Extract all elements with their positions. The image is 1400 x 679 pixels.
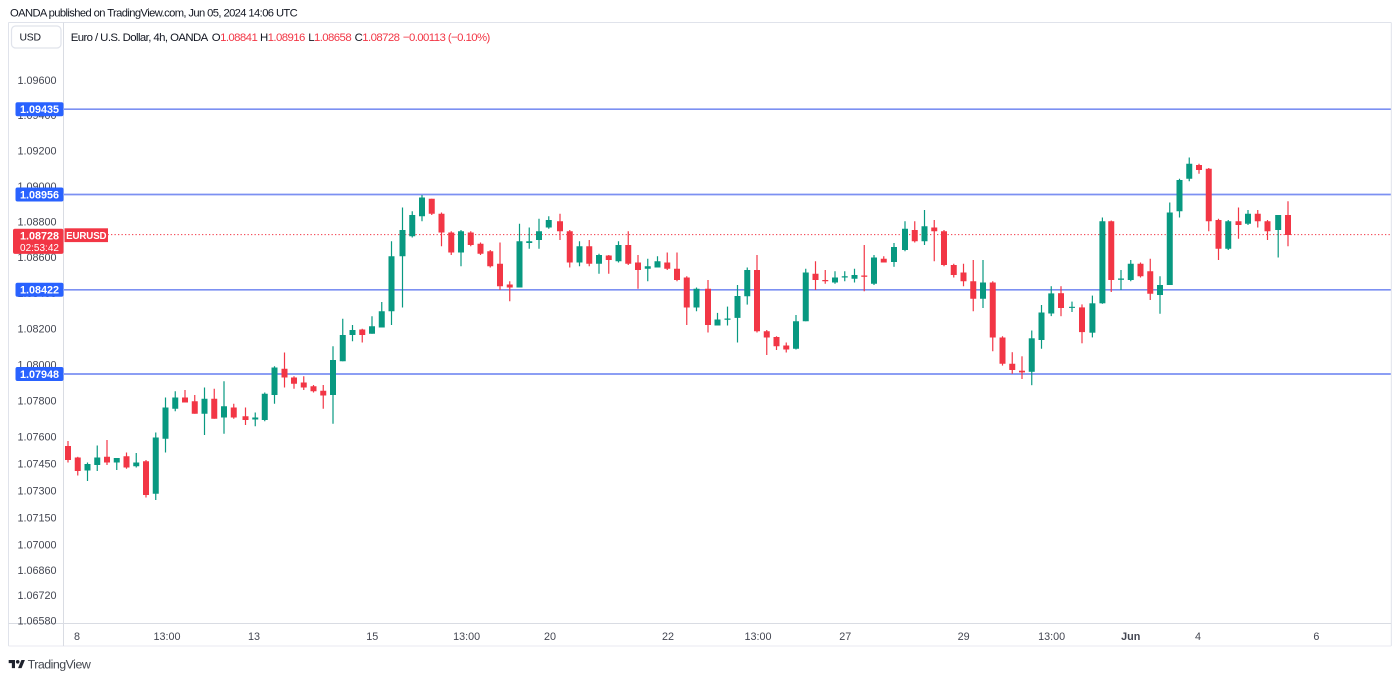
svg-text:27: 27 (839, 631, 851, 643)
svg-text:1.07948: 1.07948 (20, 369, 59, 381)
svg-text:8: 8 (74, 631, 80, 643)
svg-text:O1.08841: O1.08841 (212, 32, 258, 44)
svg-text:L1.08658: L1.08658 (308, 32, 351, 44)
svg-text:1.09600: 1.09600 (17, 75, 56, 87)
svg-text:1.06860: 1.06860 (17, 565, 56, 577)
svg-text:−0.00113 (−0.10%): −0.00113 (−0.10%) (403, 32, 491, 44)
svg-text:1.08422: 1.08422 (20, 285, 59, 297)
svg-text:1.06720: 1.06720 (17, 590, 56, 602)
svg-text:1.07800: 1.07800 (17, 395, 56, 407)
svg-text:1.07300: 1.07300 (17, 485, 56, 497)
svg-text:13:00: 13:00 (1038, 631, 1065, 643)
svg-text:22: 22 (662, 631, 674, 643)
svg-text:1.08600: 1.08600 (17, 252, 56, 264)
svg-text:1.07600: 1.07600 (17, 431, 56, 443)
svg-text:1.06580: 1.06580 (17, 616, 56, 628)
svg-text:1.07000: 1.07000 (17, 540, 56, 552)
svg-text:1.08728: 1.08728 (20, 230, 59, 242)
svg-text:13: 13 (248, 631, 260, 643)
svg-text:6: 6 (1313, 631, 1319, 643)
svg-text:20: 20 (544, 631, 556, 643)
svg-text:Jun: Jun (1121, 631, 1140, 643)
svg-text:1.09435: 1.09435 (20, 104, 59, 116)
svg-text:1.07150: 1.07150 (17, 512, 56, 524)
svg-text:1.07450: 1.07450 (17, 458, 56, 470)
svg-text:1.08800: 1.08800 (17, 217, 56, 229)
svg-text:OANDA published on TradingView: OANDA published on TradingView.com, Jun … (10, 8, 298, 20)
svg-text:13:00: 13:00 (453, 631, 480, 643)
svg-text:13:00: 13:00 (153, 631, 180, 643)
svg-text:EURUSD: EURUSD (66, 231, 106, 242)
svg-text:H1.08916: H1.08916 (260, 32, 305, 44)
svg-text:C1.08728: C1.08728 (355, 32, 400, 44)
svg-text:02:53:42: 02:53:42 (20, 243, 59, 254)
svg-text:1.08200: 1.08200 (17, 324, 56, 336)
svg-text:Euro / U.S. Dollar, 4h, OANDA: Euro / U.S. Dollar, 4h, OANDA (71, 32, 209, 44)
svg-text:4: 4 (1195, 631, 1201, 643)
svg-text:USD: USD (20, 33, 41, 44)
svg-text:29: 29 (958, 631, 970, 643)
svg-text:13:00: 13:00 (744, 631, 771, 643)
svg-text:1.08956: 1.08956 (20, 189, 59, 201)
svg-text:1.09200: 1.09200 (17, 146, 56, 158)
svg-text:TradingView: TradingView (28, 657, 91, 671)
svg-text:15: 15 (366, 631, 378, 643)
